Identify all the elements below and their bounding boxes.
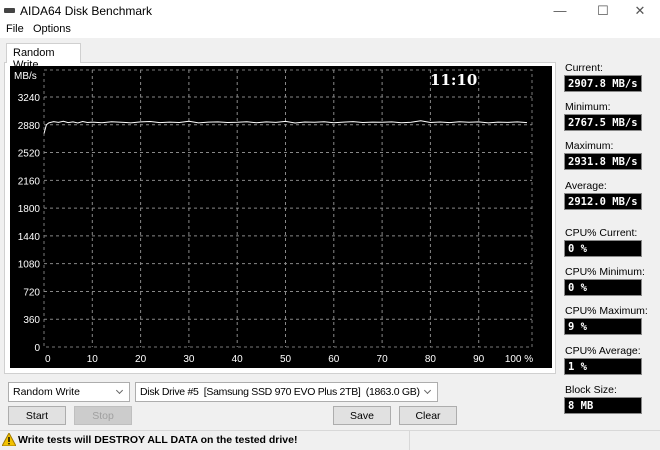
warning-icon [2,433,16,446]
x-tick-label: 30 [183,354,195,365]
test-select-value: Random Write [13,386,80,398]
maximize-button[interactable]: ☐ [597,3,609,18]
stat-label: CPU% Current: [565,227,638,239]
y-tick-label: 1080 [18,260,41,271]
x-tick-label: 0 [45,354,51,365]
status-divider [409,431,410,450]
warning-text: Write tests will DESTROY ALL DATA on the… [18,434,298,446]
x-tick-label: 20 [135,354,147,365]
y-tick-label: 0 [34,343,40,354]
elapsed-time: 11:10 [430,71,477,89]
y-tick-label: 2160 [18,176,41,187]
chevron-down-icon [423,386,432,395]
start-button[interactable]: Start [8,406,66,425]
status-bar: Write tests will DESTROY ALL DATA on the… [0,430,660,450]
stat-label: CPU% Average: [565,345,641,357]
title-bar: AIDA64 Disk Benchmark — ☐ ✕ [0,0,660,22]
x-tick-label: 80 [425,354,437,365]
stat-label: Maximum: [565,140,614,152]
stat-label: Minimum: [565,101,611,113]
clear-button[interactable]: Clear [399,406,457,425]
stat-value: 1 % [564,358,642,375]
drive-select[interactable]: Disk Drive #5 [Samsung SSD 970 EVO Plus … [135,382,438,402]
stat-value: 0 % [564,279,642,296]
stat-value: 2907.8 MB/s [564,75,642,92]
save-button[interactable]: Save [333,406,391,425]
x-tick-label: 60 [328,354,340,365]
chart-background [10,66,552,368]
y-tick-label: 3240 [18,93,41,104]
x-tick-label: 100 % [505,354,533,365]
window-title: AIDA64 Disk Benchmark [20,4,153,18]
chevron-down-icon [115,386,124,395]
stat-label: Average: [565,180,607,192]
stat-value: 2931.8 MB/s [564,153,642,170]
x-tick-label: 40 [232,354,244,365]
disk-icon [4,8,15,13]
stat-value: 9 % [564,318,642,335]
menu-options[interactable]: Options [33,23,71,35]
stat-value: 2912.0 MB/s [564,193,642,210]
series-line [43,120,528,134]
stat-label: CPU% Maximum: [565,305,648,317]
test-select[interactable]: Random Write [8,382,130,402]
y-tick-label: 360 [23,315,40,326]
minimize-button[interactable]: — [553,3,567,18]
y-tick-label: 1800 [18,204,41,215]
y-tick-label: 1440 [18,232,41,243]
y-tick-label: 720 [23,287,40,298]
stat-value: 8 MB [564,397,642,414]
benchmark-chart: 03607201080144018002160252028803240MB/s0… [10,66,552,368]
x-tick-label: 90 [473,354,485,365]
stat-value: 0 % [564,240,642,257]
stat-label: CPU% Minimum: [565,266,645,278]
stat-label: Block Size: [565,384,617,396]
drive-select-value: Disk Drive #5 [Samsung SSD 970 EVO Plus … [140,386,420,398]
y-axis-label: MB/s [14,71,37,82]
x-tick-label: 10 [87,354,99,365]
y-tick-label: 2520 [18,149,41,160]
stat-label: Current: [565,62,603,74]
x-tick-label: 70 [377,354,389,365]
x-tick-label: 50 [280,354,292,365]
stop-button[interactable]: Stop [74,406,132,425]
stat-value: 2767.5 MB/s [564,114,642,131]
menu-bar: File Options [0,22,660,38]
close-button[interactable]: ✕ [634,3,646,18]
y-tick-label: 2880 [18,121,41,132]
menu-file[interactable]: File [6,23,24,35]
tab-random-write[interactable]: Random Write [6,43,81,71]
